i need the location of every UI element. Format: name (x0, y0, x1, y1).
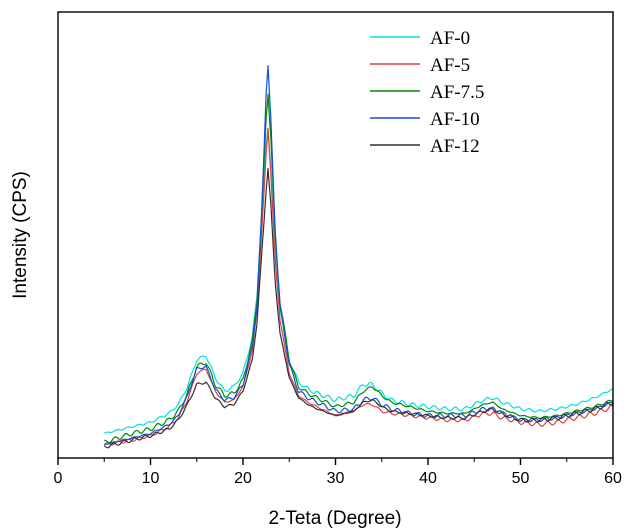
series-layer (103, 65, 614, 449)
y-axis-label: Intensity (CPS) (10, 171, 31, 299)
plot-area-frame (57, 11, 614, 459)
x-tick-label: 10 (142, 470, 160, 487)
x-tick-label: 60 (604, 470, 622, 487)
legend-label: AF-0 (430, 28, 470, 49)
x-axis-label: 2-Teta (Degree) (268, 508, 401, 529)
series-line-af-0 (104, 127, 613, 434)
series-line-af-7-5 (104, 93, 614, 444)
x-tick-label: 30 (327, 470, 345, 487)
legend: AF-0 AF-5 AF-7.5 AF-10 AF-12 (370, 28, 484, 157)
x-tick-label: 50 (512, 470, 530, 487)
legend-label: AF-10 (430, 109, 480, 130)
x-tick-label: 20 (234, 470, 252, 487)
legend-label: AF-7.5 (430, 82, 484, 103)
x-axis-ticks: 0 10 20 30 40 50 60 (54, 458, 622, 487)
series-line-af-12 (103, 167, 614, 449)
x-tick-label: 40 (419, 470, 437, 487)
x-tick-label: 0 (54, 470, 63, 487)
legend-label: AF-12 (430, 136, 480, 157)
legend-label: AF-5 (430, 55, 470, 76)
